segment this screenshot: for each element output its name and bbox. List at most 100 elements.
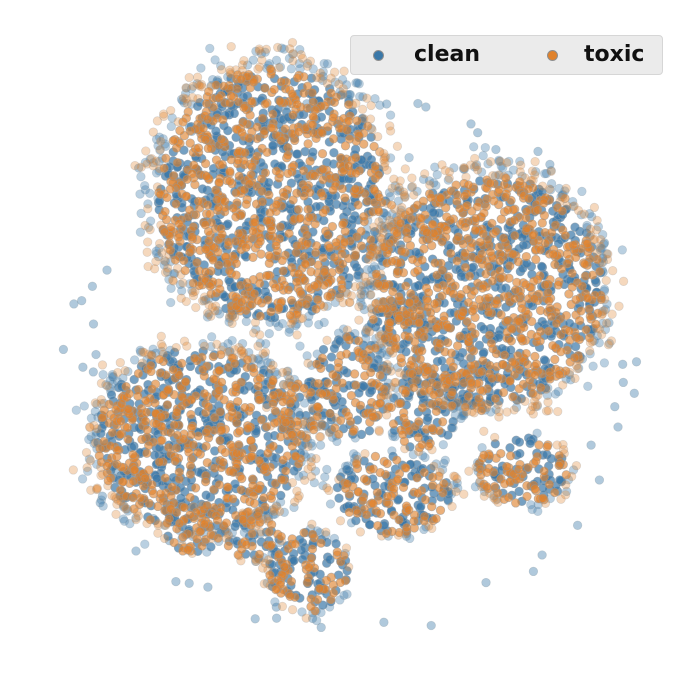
toxic-point <box>112 451 122 462</box>
toxic-point <box>171 199 181 209</box>
clean-point <box>508 165 519 175</box>
series-toxic-points <box>68 37 629 623</box>
toxic-point <box>257 186 267 196</box>
toxic-point <box>287 89 297 99</box>
clean-point <box>428 207 438 218</box>
toxic-point <box>237 473 247 484</box>
clean-point <box>539 355 550 365</box>
clean-point <box>431 180 441 190</box>
toxic-point <box>255 330 265 340</box>
clean-point <box>283 370 293 381</box>
toxic-point <box>236 485 246 495</box>
toxic-point <box>335 577 346 588</box>
clean-point <box>283 366 293 376</box>
toxic-point <box>148 127 158 137</box>
toxic-point <box>81 447 92 458</box>
clean-point <box>196 63 206 73</box>
toxic-point <box>302 577 313 588</box>
clean-point <box>511 402 522 413</box>
clean-point <box>136 208 146 219</box>
toxic-point <box>498 387 509 398</box>
toxic-point <box>491 226 501 237</box>
toxic-point <box>318 164 328 174</box>
clean-point <box>227 335 237 346</box>
toxic-point <box>358 495 368 506</box>
clean-point <box>310 466 321 476</box>
clean-point <box>206 341 216 352</box>
toxic-point <box>513 257 523 267</box>
clean-point <box>302 58 313 69</box>
clean-point <box>501 283 511 293</box>
clean-point <box>370 94 380 104</box>
clean-point <box>292 149 302 159</box>
clean-point <box>421 102 431 112</box>
toxic-point <box>463 180 474 190</box>
toxic-point <box>181 397 192 408</box>
clean-point <box>494 156 504 167</box>
clean-point <box>298 470 309 480</box>
toxic-point <box>528 230 538 240</box>
clean-point <box>123 366 133 377</box>
toxic-point <box>502 407 512 417</box>
toxic-point <box>252 133 262 144</box>
clean-point <box>583 381 593 391</box>
toxic-point <box>215 435 225 446</box>
toxic-point <box>570 353 580 363</box>
clean-point <box>143 222 154 233</box>
toxic-point <box>470 329 480 339</box>
toxic-point <box>470 225 481 236</box>
toxic-point <box>237 345 247 356</box>
toxic-point <box>185 460 196 471</box>
clean-point <box>372 228 382 238</box>
clean-point <box>356 429 367 440</box>
clean-point <box>148 344 158 354</box>
toxic-point <box>128 493 138 503</box>
clean-point <box>169 268 180 279</box>
toxic-point <box>350 282 360 292</box>
toxic-point <box>90 438 101 448</box>
clean-point <box>322 59 333 69</box>
clean-point <box>148 158 159 168</box>
toxic-point <box>316 188 326 198</box>
toxic-point <box>375 508 386 519</box>
clean-point <box>352 78 363 88</box>
toxic-point <box>246 96 257 106</box>
toxic-point <box>385 317 395 328</box>
toxic-point <box>324 485 334 496</box>
toxic-point <box>180 377 191 387</box>
toxic-point <box>291 451 301 462</box>
toxic-point <box>300 275 310 286</box>
toxic-point <box>420 495 431 505</box>
toxic-point <box>597 329 607 340</box>
toxic-point <box>271 241 281 251</box>
toxic-point <box>275 222 286 232</box>
toxic-point <box>514 464 524 475</box>
toxic-point <box>318 253 328 263</box>
clean-point <box>345 90 355 100</box>
toxic-point <box>508 392 518 402</box>
toxic-point <box>273 42 283 53</box>
toxic-point <box>250 317 261 328</box>
clean-point <box>210 55 220 65</box>
toxic-point <box>321 527 331 537</box>
clean-point <box>339 590 349 600</box>
toxic-point <box>287 478 298 488</box>
clean-point <box>385 153 396 163</box>
toxic-point <box>304 562 314 573</box>
clean-point <box>140 157 151 168</box>
toxic-point <box>534 440 544 450</box>
toxic-point <box>168 136 178 146</box>
clean-point <box>407 182 417 192</box>
clean-point <box>199 296 209 306</box>
toxic-point <box>366 100 376 111</box>
toxic-point <box>225 166 235 177</box>
clean-point <box>518 240 529 250</box>
clean-point <box>438 440 448 450</box>
toxic-point <box>173 232 184 242</box>
clean-point <box>207 332 217 342</box>
clean-point <box>84 454 95 464</box>
toxic-point <box>505 261 515 271</box>
toxic-point <box>496 273 506 283</box>
toxic-point <box>124 389 134 399</box>
clean-point <box>155 145 165 155</box>
